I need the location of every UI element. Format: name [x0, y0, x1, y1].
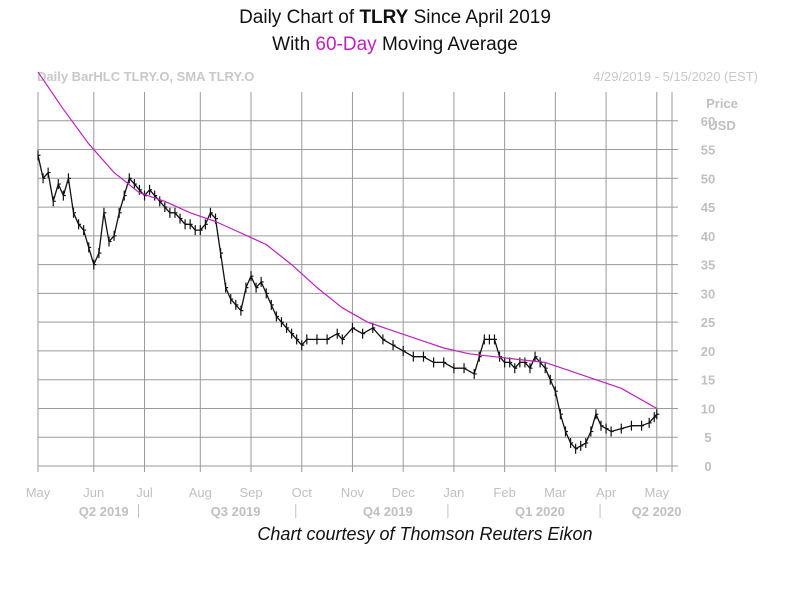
y-tick-label: 5 — [704, 430, 711, 445]
x-tick-label: Oct — [292, 485, 313, 500]
y-tick-label: 55 — [701, 143, 715, 158]
y-tick-label: 25 — [701, 315, 715, 330]
price-line — [37, 155, 658, 450]
quarter-label: Q1 2020 — [515, 504, 565, 519]
y-tick-label: 50 — [701, 171, 715, 186]
series-header: Daily BarHLC TLRY.O, SMA TLRY.O — [37, 69, 255, 84]
y-tick-label: 10 — [701, 401, 715, 416]
x-tick-label: May — [645, 485, 670, 500]
x-tick-label: Dec — [392, 485, 416, 500]
y-tick-label: 15 — [701, 373, 715, 388]
y-tick-label: 35 — [701, 258, 715, 273]
y-tick-label: 40 — [701, 229, 715, 244]
x-tick-label: May — [26, 485, 51, 500]
moving-average-period: 60-Day — [315, 34, 377, 55]
quarter-label: Q4 2019 — [363, 504, 413, 519]
chart-title-line-1: Daily Chart of TLRY Since April 2019 — [239, 7, 551, 28]
x-tick-label: Jul — [136, 485, 153, 500]
date-range: 4/29/2019 - 5/15/2020 (EST) — [593, 69, 758, 84]
x-tick-label: Mar — [544, 485, 567, 500]
x-tick-label: Jun — [83, 485, 104, 500]
x-tick-label: Jan — [443, 485, 464, 500]
y-tick-label: 30 — [701, 286, 715, 301]
y-tick-label: 20 — [701, 344, 715, 359]
x-tick-label: Nov — [341, 485, 365, 500]
quarter-label: Q2 2020 — [632, 504, 682, 519]
x-tick-label: Sep — [239, 485, 262, 500]
x-tick-label: Apr — [596, 485, 617, 500]
x-tick-label: Feb — [493, 485, 515, 500]
sma-line — [37, 71, 658, 410]
y-axis-title: Price — [706, 96, 738, 111]
y-tick-label: 45 — [701, 200, 715, 215]
y-tick-label: 60 — [701, 114, 715, 129]
ticker-symbol: TLRY — [359, 7, 409, 28]
chart-title-line-2: With 60-Day Moving Average — [272, 34, 518, 55]
y-axis-title: USD — [708, 118, 735, 133]
quarter-label: Q3 2019 — [211, 504, 261, 519]
quarter-label: Q2 2019 — [79, 504, 129, 519]
y-tick-label: 0 — [704, 459, 711, 474]
x-tick-label: Aug — [189, 485, 212, 500]
chart-caption: Chart courtesy of Thomson Reuters Eikon — [257, 524, 593, 544]
